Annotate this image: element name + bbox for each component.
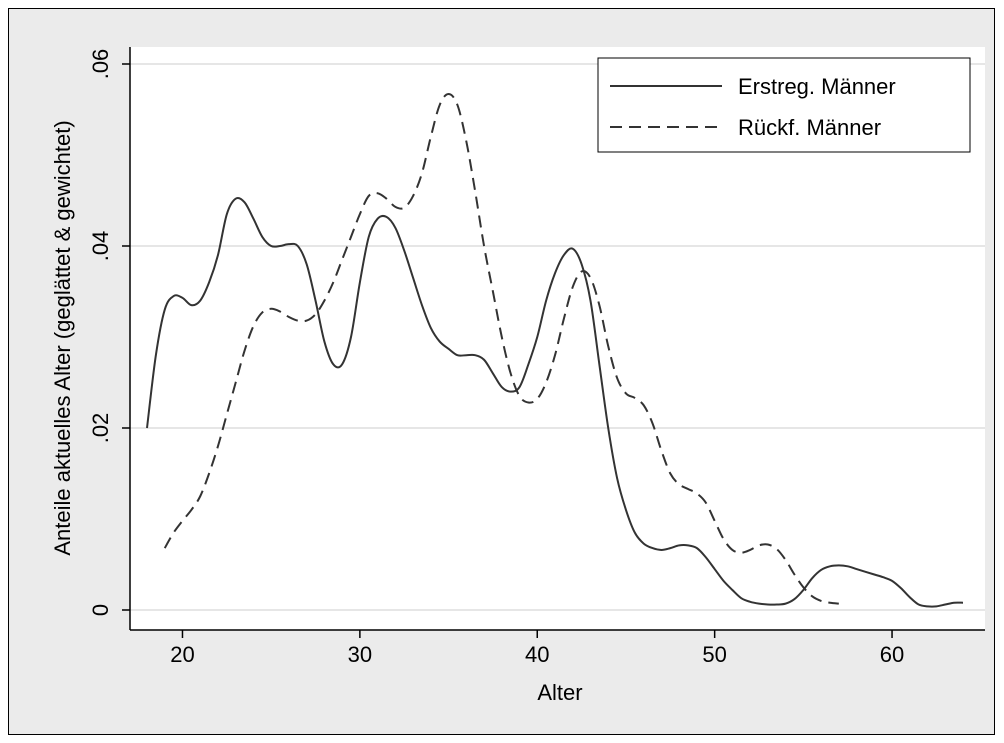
legend-box <box>597 57 971 153</box>
y-tick-label-3: .06 <box>88 49 113 80</box>
series-line-erstreg <box>146 196 964 608</box>
x-tick-label-1: 30 <box>348 642 372 667</box>
x-tick-label-0: 20 <box>170 642 194 667</box>
x-axis-ticks: 20 30 40 50 60 <box>170 630 904 667</box>
x-tick-label-2: 40 <box>525 642 549 667</box>
y-tick-label-2: .04 <box>88 231 113 262</box>
y-tick-label-0: 0 <box>88 604 113 616</box>
x-tick-label-3: 50 <box>702 642 726 667</box>
series-lines <box>146 93 964 608</box>
y-tick-label-1: .02 <box>88 413 113 444</box>
legend-label-rueckf: Rückf. Männer <box>738 115 881 140</box>
series-line-rueckf <box>163 93 839 605</box>
x-axis-title: Alter <box>537 680 582 705</box>
legend: Erstreg. Männer Rückf. Männer <box>597 57 971 153</box>
y-axis-title: Anteile aktuelles Alter (geglättet & gew… <box>50 120 75 555</box>
y-axis-ticks: 0 .02 .04 .06 <box>88 49 130 616</box>
legend-label-erstreg: Erstreg. Männer <box>738 74 896 99</box>
x-tick-label-4: 60 <box>880 642 904 667</box>
